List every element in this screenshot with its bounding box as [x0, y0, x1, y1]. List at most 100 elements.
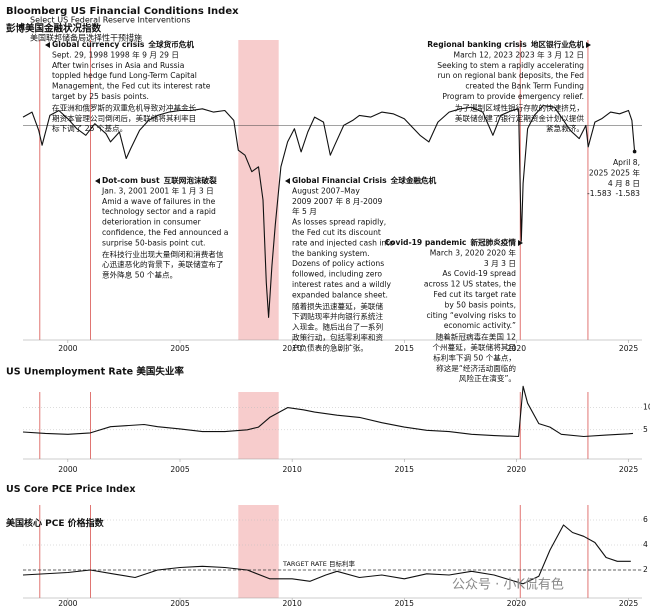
chart-subtitle: Select US Federal Reserve Interventions	[30, 16, 190, 25]
y-tick-label: 2	[643, 565, 648, 574]
y-tick-label: 4	[643, 540, 648, 549]
annotation-text: across 12 US states, the	[424, 280, 516, 289]
y-tick-label: 5	[643, 425, 648, 434]
annotation-text-zh: 标利率下调 50 个基点，	[433, 352, 516, 362]
annotation-marker	[45, 42, 50, 48]
chart-subtitle-zh: 美国联邦储备局选择性干预措施	[30, 33, 142, 43]
annotation-text-zh: 个州蔓延，美联储将其目	[432, 342, 516, 352]
annotation-title-zh: 新冠肺炎疫情	[470, 237, 516, 247]
annotation-title-zh: 全球货币危机	[147, 39, 194, 49]
annotation-text: Seeking to stem a rapidly accelerating	[437, 61, 584, 70]
annotation-text: 3 月 3 日	[484, 259, 516, 268]
last-value-zh: -1.583	[616, 189, 641, 198]
annotation-marker	[285, 178, 290, 184]
recession-shade	[238, 40, 279, 340]
annotation-text-zh: 标下调了 25 个基点。	[52, 123, 127, 133]
annotation-title-en: Regional banking crisis	[427, 40, 527, 49]
target-label: TARGET RATE 目标利率	[282, 559, 355, 568]
annotation-text: economic activity.”	[444, 321, 516, 330]
annotation-text-zh: 风险正在演变”。	[459, 373, 516, 383]
annotation-text-zh: 在亚洲和俄罗斯的双重危机导致对冲基金长	[52, 102, 197, 112]
annotation-text: run on regional bank deposits, the Fed	[438, 71, 585, 80]
annotation-text: followed, including zero	[292, 270, 382, 279]
annotation-text-zh: 随着损失迅速蔓延，美联储	[292, 301, 384, 311]
annotation-title-en: Dot-com bust	[102, 176, 160, 185]
x-tick-label: 2020	[507, 344, 526, 353]
annotation-text: technology sector and a rapid	[102, 207, 216, 216]
annotation-text-zh: 下调贴现率并向银行系统注	[292, 311, 384, 321]
last-value: -1.583	[587, 189, 612, 198]
series-line	[22, 104, 636, 318]
annotation-text: surprise 50-basis point cut.	[102, 238, 205, 247]
y-tick-label: 6	[643, 515, 648, 524]
x-tick-label: 2025	[619, 344, 638, 353]
annotation-text-zh: 入现金。随后出台了一系列	[292, 322, 384, 332]
x-tick-label: 2005	[170, 599, 189, 608]
annotation-text: created the Bank Term Funding	[465, 82, 584, 91]
annotation-text: Jan. 3, 2001 2001 年 1 月 3 日	[101, 185, 214, 195]
chart-title: Bloomberg US Financial Conditions Index	[6, 6, 239, 17]
annotation-text-zh: 心迅速恶化的背景下，美联储宣布了	[102, 259, 224, 269]
series-line	[22, 385, 634, 438]
y-tick-label: 10	[643, 403, 650, 412]
annotation-text: March 12, 2023 2023 年 3 月 12 日	[454, 49, 584, 59]
annotation-text: 2009 2007 年 8 月-2009	[292, 196, 383, 206]
series-line	[22, 524, 631, 585]
annotation-text: citing “evolving risks to	[426, 311, 516, 320]
annotation-text: interest rates and a wildly	[292, 280, 391, 289]
annotation-text: deterioration in consumer	[102, 218, 202, 227]
x-tick-label: 2025	[619, 599, 638, 608]
annotation-text: April 8,	[613, 158, 640, 167]
annotation-title: Dot-com bust 互联网泡沫破裂	[102, 175, 217, 185]
watermark: 公众号 · 小K侃有色	[452, 577, 564, 593]
annotation-title-en: Global Financial Crisis	[292, 176, 387, 185]
panel-title: US Core PCE Price Index	[6, 484, 135, 495]
annotation-text: confidence, the Fed announced a	[102, 228, 228, 237]
x-tick-label: 2000	[58, 599, 77, 608]
annotation-text: the banking system.	[292, 249, 370, 258]
annotation-text-zh: 称这是“经济活动面临的	[436, 363, 516, 373]
annotation-title: Global Financial Crisis 全球金融危机	[292, 175, 437, 185]
annotation-marker	[518, 240, 523, 246]
x-tick-label: 2015	[395, 344, 414, 353]
panel-title: US Unemployment Rate 美国失业率	[6, 366, 184, 378]
panel-title-zh: 美国核心 PCE 价格指数	[6, 517, 105, 529]
x-tick-label: 2015	[395, 465, 414, 474]
x-tick-label: 2025	[619, 465, 638, 474]
annotation-text: March 3, 2020 2020 年	[430, 247, 517, 257]
annotation-text: Sept. 29, 1998 1998 年 9 月 29 日	[52, 49, 179, 59]
recession-shade	[238, 505, 279, 598]
annotation-text: 年 5 月	[292, 206, 317, 216]
annotation-text: Fed cut its target rate	[433, 290, 516, 299]
annotation-text: As Covid-19 spread	[442, 269, 516, 278]
annotation-text-zh: 政策行动，包括零利率和资	[292, 332, 384, 342]
annotation-title: Global currency crisis 全球货币危机	[52, 39, 194, 49]
annotation-text: expanded balance sheet.	[292, 290, 388, 299]
annotation-text: August 2007–May	[292, 186, 360, 195]
annotation-title: Regional banking crisis 地区银行业危机	[427, 39, 584, 49]
annotation-text-zh: 产负债表的急剧扩张。	[292, 342, 368, 352]
x-tick-label: 2015	[395, 599, 414, 608]
annotation-text: 2025 2025 年	[589, 167, 640, 177]
annotation-text-zh: 意外降息 50 个基点。	[102, 270, 177, 280]
annotation-text: As losses spread rapidly,	[292, 218, 386, 227]
annotation-text: Amid a wave of failures in the	[102, 197, 216, 206]
annotation-text: Dozens of policy actions	[292, 259, 384, 268]
annotation-title-en: Covid-19 pandemic	[385, 238, 467, 247]
annotation-text-zh: 为了遏制区域性银行存款的快速挤兑，	[455, 102, 584, 112]
annotation-title-en: Global currency crisis	[52, 40, 145, 49]
x-tick-label: 2020	[507, 465, 526, 474]
annotation-title-zh: 全球金融危机	[390, 175, 437, 185]
annotation-marker	[586, 42, 591, 48]
x-tick-label: 2010	[282, 465, 301, 474]
chart-title-zh: 彭博美国金融状况指数	[6, 23, 102, 35]
annotation-text-zh: 随着新冠病毒在美国 12	[436, 332, 517, 342]
annotation-text-zh: 期资本管理公司倒闭后，美联储将其利率目	[52, 113, 196, 123]
annotation-text: the Fed cut its discount	[292, 228, 381, 237]
recession-shade	[238, 392, 279, 459]
x-tick-label: 2005	[170, 465, 189, 474]
x-tick-label: 2010	[282, 344, 301, 353]
x-tick-label: 2000	[58, 465, 77, 474]
